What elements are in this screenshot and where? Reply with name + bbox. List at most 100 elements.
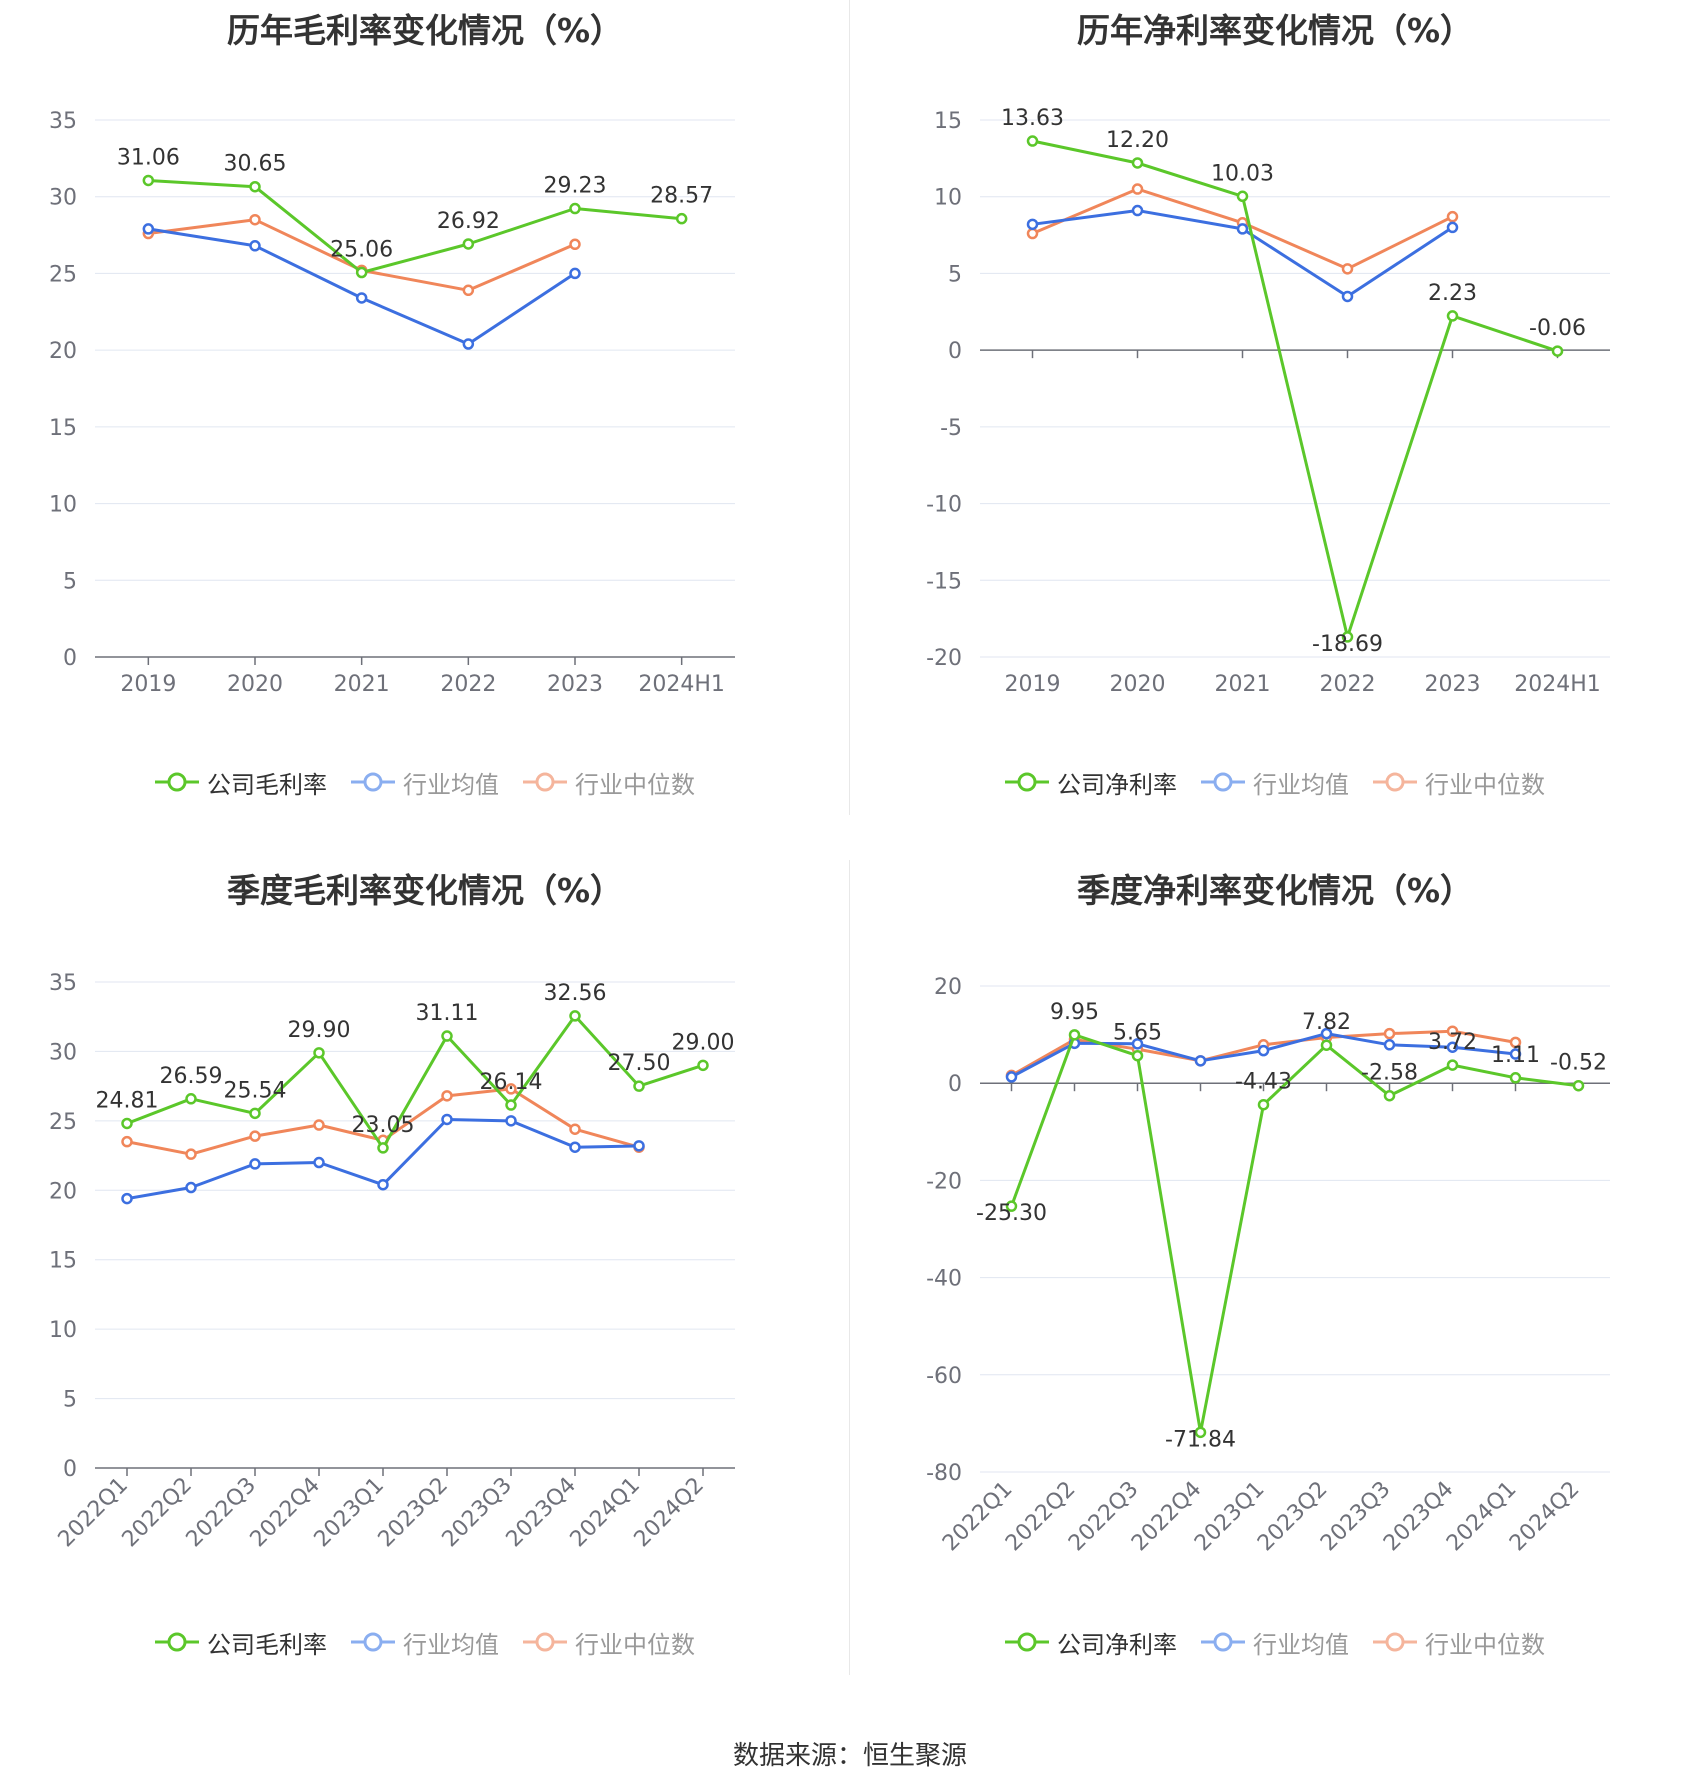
data-point[interactable] — [505, 1099, 517, 1111]
legend-item-1[interactable]: 行业均值 — [351, 1625, 499, 1660]
data-point[interactable] — [1026, 218, 1039, 231]
data-label: 30.65 — [224, 152, 287, 177]
data-point[interactable] — [1131, 1038, 1144, 1050]
data-point[interactable] — [569, 1123, 581, 1135]
legend-item-0[interactable]: 公司净利率 — [1005, 1625, 1177, 1660]
data-point[interactable] — [569, 1010, 581, 1022]
data-point[interactable] — [249, 1158, 261, 1170]
data-point[interactable] — [1068, 1029, 1081, 1041]
y-tick-label: 5 — [948, 262, 962, 287]
data-point[interactable] — [185, 1148, 197, 1160]
data-point[interactable] — [1320, 1027, 1333, 1040]
panel-divider-top — [849, 0, 850, 815]
legend-item-0[interactable]: 公司毛利率 — [155, 765, 327, 800]
legend-line-circle-icon — [155, 772, 199, 792]
data-point[interactable] — [1005, 1071, 1018, 1083]
data-point[interactable] — [249, 180, 261, 193]
data-point[interactable] — [185, 1181, 197, 1194]
data-point[interactable] — [633, 1080, 645, 1092]
data-point[interactable] — [142, 174, 155, 187]
y-tick-label: 5 — [63, 1388, 77, 1413]
data-point[interactable] — [569, 238, 581, 251]
data-point[interactable] — [441, 1113, 453, 1126]
data-point[interactable] — [1236, 223, 1249, 235]
data-point[interactable] — [505, 1083, 517, 1095]
legend-item-2[interactable]: 行业中位数 — [523, 765, 695, 800]
data-label: -0.06 — [1529, 316, 1586, 341]
data-point[interactable] — [569, 1141, 581, 1153]
data-point[interactable] — [1446, 1025, 1459, 1037]
data-point[interactable] — [121, 1135, 133, 1148]
data-point[interactable] — [1341, 263, 1354, 275]
data-point[interactable] — [462, 338, 475, 350]
data-point[interactable] — [1131, 183, 1144, 195]
data-point[interactable] — [1320, 1039, 1333, 1051]
data-point[interactable] — [377, 1142, 389, 1154]
legend-item-1[interactable]: 行业均值 — [1201, 765, 1349, 800]
legend-item-0[interactable]: 公司毛利率 — [155, 1625, 327, 1660]
data-point[interactable] — [697, 1059, 709, 1072]
data-point[interactable] — [1551, 345, 1564, 357]
data-point[interactable] — [1509, 1072, 1522, 1084]
data-point[interactable] — [249, 213, 261, 226]
data-point[interactable] — [355, 266, 368, 279]
data-point[interactable] — [1509, 1036, 1522, 1049]
legend-item-1[interactable]: 行业均值 — [1201, 1625, 1349, 1660]
data-point[interactable] — [633, 1140, 645, 1152]
legend-item-2[interactable]: 行业中位数 — [1373, 765, 1545, 800]
data-point[interactable] — [505, 1115, 517, 1127]
data-point[interactable] — [1194, 1055, 1207, 1067]
data-point[interactable] — [313, 1119, 325, 1131]
data-point[interactable] — [569, 202, 581, 215]
data-point[interactable] — [1257, 1098, 1270, 1111]
data-point[interactable] — [1446, 210, 1459, 223]
data-label: 28.57 — [650, 184, 713, 209]
data-point[interactable] — [313, 1156, 325, 1169]
data-point[interactable] — [462, 284, 475, 297]
data-point[interactable] — [355, 292, 368, 304]
data-point[interactable] — [142, 223, 155, 235]
data-point[interactable] — [1257, 1044, 1270, 1057]
data-point[interactable] — [1026, 227, 1039, 240]
legend-item-2[interactable]: 行业中位数 — [1373, 1625, 1545, 1660]
y-tick-label: 25 — [49, 1110, 77, 1135]
data-point[interactable] — [462, 238, 475, 250]
data-point[interactable] — [121, 1117, 133, 1130]
legend-label: 行业中位数 — [1425, 1630, 1545, 1659]
data-point[interactable] — [1446, 1059, 1459, 1071]
data-point[interactable] — [569, 267, 581, 280]
data-point[interactable] — [1383, 1027, 1396, 1040]
data-point[interactable] — [249, 1130, 261, 1142]
data-point[interactable] — [1005, 1200, 1018, 1212]
legend-item-1[interactable]: 行业均值 — [351, 765, 499, 800]
y-tick-label: -5 — [940, 416, 962, 441]
x-tick-label: 2022Q3 — [182, 1473, 261, 1552]
data-point[interactable] — [441, 1090, 453, 1102]
data-point[interactable] — [1131, 204, 1144, 217]
data-point[interactable] — [377, 1178, 389, 1191]
data-point[interactable] — [1446, 1041, 1459, 1053]
data-point[interactable] — [249, 1107, 261, 1120]
data-point[interactable] — [675, 212, 688, 225]
data-point[interactable] — [1383, 1039, 1396, 1051]
data-point[interactable] — [1194, 1426, 1207, 1439]
data-point[interactable] — [313, 1047, 325, 1059]
data-point[interactable] — [1383, 1089, 1396, 1102]
data-point[interactable] — [1131, 157, 1144, 169]
data-point[interactable] — [1131, 1049, 1144, 1062]
plot-area: -20 -15 -10 -5 0 5 10 15 2019 2020 2021 2022 2023 202… — [926, 106, 1610, 697]
data-point[interactable] — [1341, 290, 1354, 303]
data-point[interactable] — [185, 1093, 197, 1105]
legend-item-2[interactable]: 行业中位数 — [523, 1625, 695, 1660]
data-point[interactable] — [1236, 190, 1249, 203]
data-point[interactable] — [121, 1192, 133, 1205]
data-point[interactable] — [1446, 221, 1459, 234]
data-point[interactable] — [1572, 1079, 1585, 1092]
data-point[interactable] — [1509, 1048, 1522, 1060]
data-point[interactable] — [249, 240, 261, 252]
legend-item-0[interactable]: 公司净利率 — [1005, 765, 1177, 800]
data-point[interactable] — [1341, 631, 1354, 643]
data-point[interactable] — [1446, 310, 1459, 322]
data-point[interactable] — [1026, 135, 1039, 147]
data-point[interactable] — [441, 1030, 453, 1042]
